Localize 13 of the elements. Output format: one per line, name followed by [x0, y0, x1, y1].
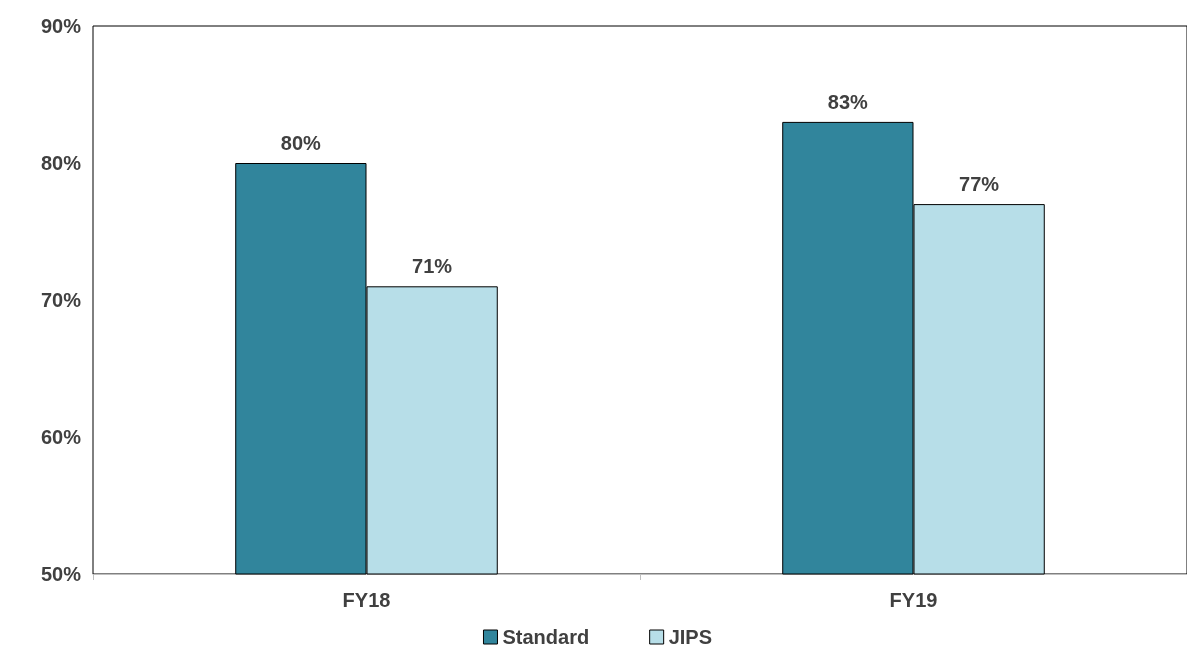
legend-label: JIPS	[668, 626, 713, 648]
data-label: 83%	[827, 90, 869, 113]
y-tick-label: 90%	[40, 15, 82, 37]
x-tick-label: FY19	[889, 589, 938, 611]
y-tick-label: 60%	[40, 426, 82, 448]
x-tick-label: FY18	[342, 589, 391, 611]
legend-label: Standard	[502, 626, 590, 648]
data-label: 77%	[959, 173, 1000, 196]
y-tick-label: 80%	[40, 152, 82, 174]
data-label: 80%	[280, 132, 322, 154]
y-tick-label: 70%	[40, 289, 82, 311]
y-tick-label: 50%	[40, 563, 82, 585]
data-label: 71%	[412, 255, 453, 278]
